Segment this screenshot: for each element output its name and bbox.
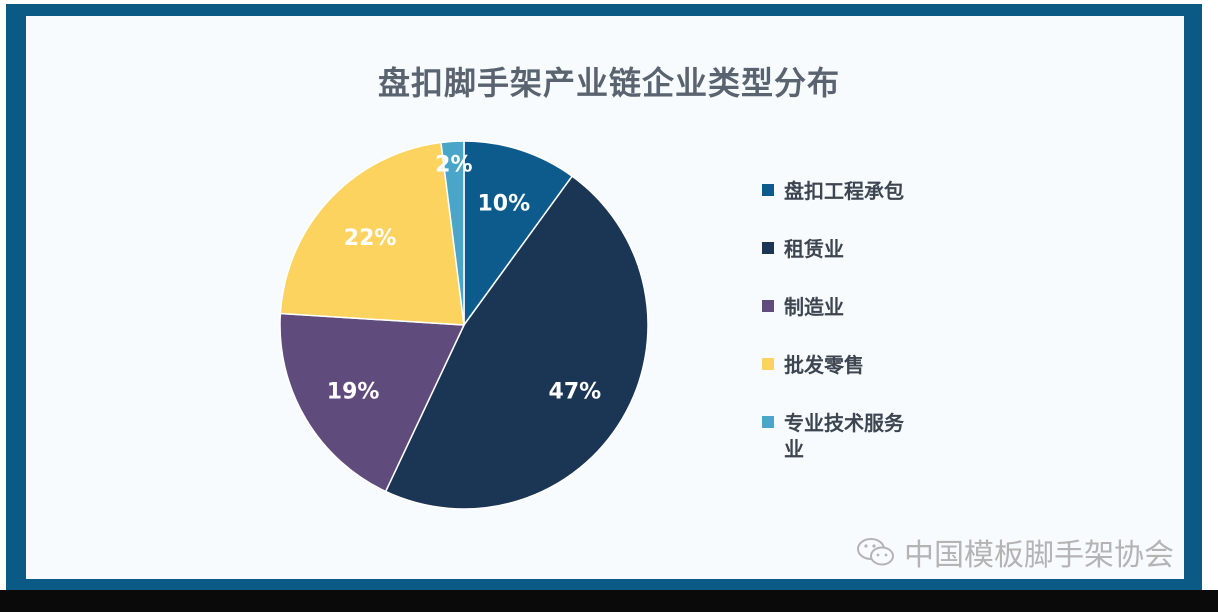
pie-slice-0 bbox=[463, 140, 574, 328]
legend-swatch-4 bbox=[762, 416, 774, 428]
data-label-2: 19% bbox=[327, 380, 380, 405]
legend-label-1: 租赁业 bbox=[784, 237, 844, 261]
data-label-4: 2% bbox=[435, 152, 472, 177]
legend-swatch-2 bbox=[762, 300, 774, 312]
legend-swatch-3 bbox=[762, 358, 774, 370]
legend-item-0: 盘扣工程承包 bbox=[762, 178, 934, 204]
data-label-1: 47% bbox=[549, 380, 602, 405]
legend-item-2: 制造业 bbox=[762, 294, 934, 320]
pie-slice-1 bbox=[384, 175, 649, 510]
legend-item-4: 专业技术服务 业 bbox=[762, 410, 934, 462]
legend-swatch-0 bbox=[762, 184, 774, 196]
legend-label-3: 批发零售 bbox=[784, 353, 864, 377]
legend-swatch-1 bbox=[762, 242, 774, 254]
pie-slice-3 bbox=[279, 141, 465, 326]
watermark-text: 中国模板脚手架协会 bbox=[904, 538, 1174, 573]
wechat-icon bbox=[857, 538, 894, 566]
bottom-strip bbox=[0, 590, 1218, 612]
data-label-3: 22% bbox=[344, 226, 397, 251]
pie-slice-4 bbox=[440, 140, 465, 326]
legend-label-2: 制造业 bbox=[784, 295, 844, 319]
legend-item-3: 批发零售 bbox=[762, 352, 934, 378]
pie-slice-2 bbox=[279, 312, 466, 493]
legend-item-1: 租赁业 bbox=[762, 236, 934, 262]
chart-title: 盘扣脚手架产业链企业类型分布 bbox=[377, 64, 840, 102]
data-label-0: 10% bbox=[477, 192, 530, 217]
legend-label-0: 盘扣工程承包 bbox=[784, 179, 904, 203]
watermark: 中国模板脚手架协会 bbox=[856, 530, 1174, 574]
legend-label-4: 专业技术服务 业 bbox=[784, 411, 904, 461]
